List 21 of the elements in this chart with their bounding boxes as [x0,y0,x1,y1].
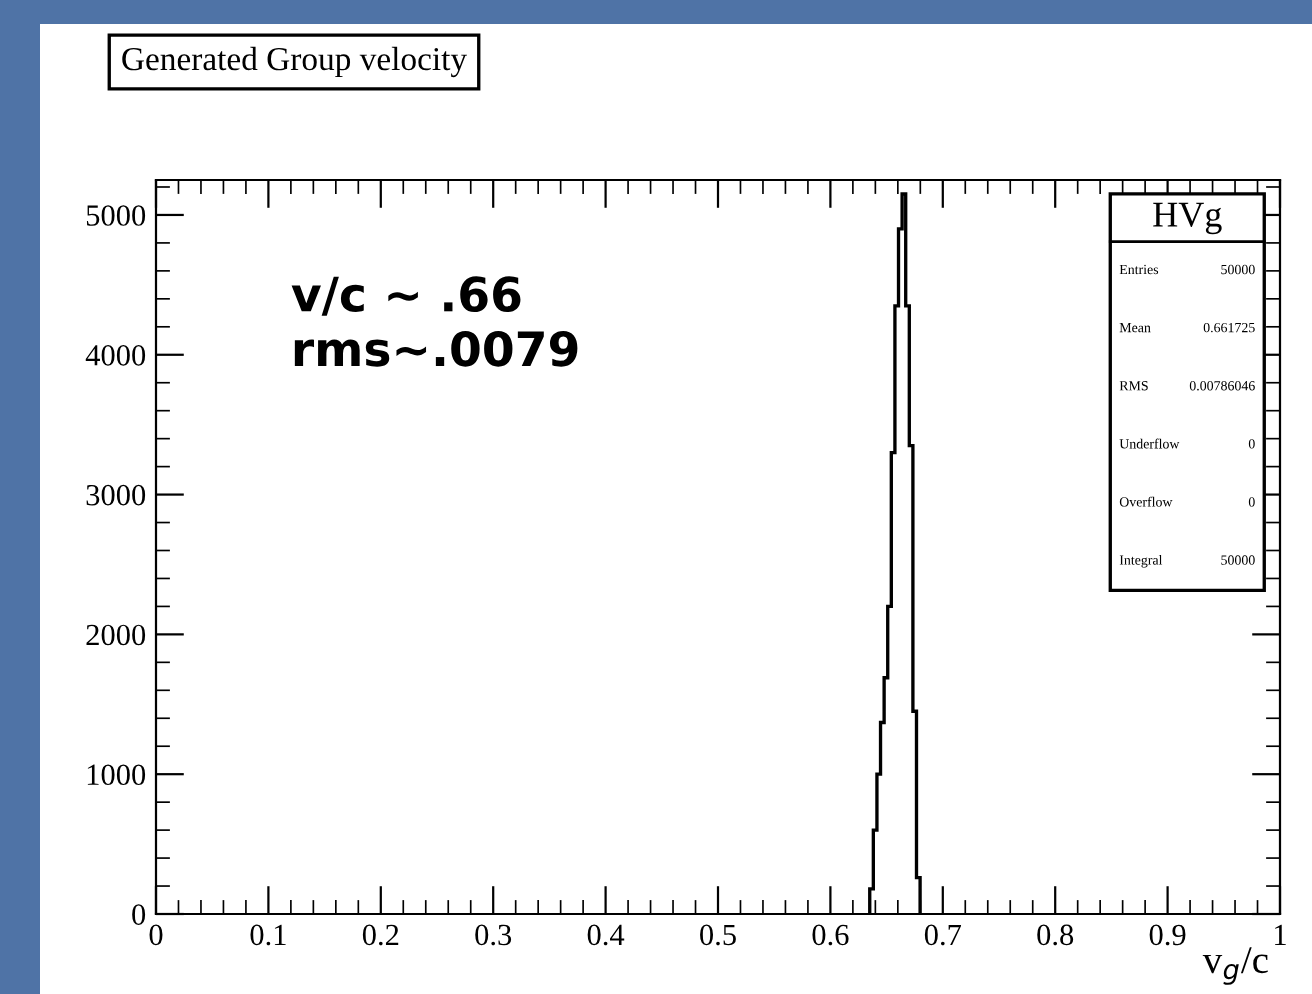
y-tick-label: 1000 [87,764,146,786]
y-tick-label: 3000 [86,484,146,506]
y-tick-label: 4000 [85,345,146,366]
x-tick-label: 0.2 [362,924,399,946]
x-tick-label: 0.1 [250,924,286,946]
x-tick-label: 0.3 [475,924,512,946]
x-tick-label: 0.6 [812,924,849,946]
annotation: v/c ~ .66 rms~.0079 [291,276,578,367]
x-tick-label: 0.4 [587,924,625,946]
x-tick-label: 0.8 [1037,924,1074,946]
x-tick-label: 0.5 [700,924,736,946]
x-tick-label: 1 [1275,924,1286,945]
y-tick-label: 2000 [86,624,146,646]
x-tick-label: 0.7 [924,924,962,946]
x-tick-label: 0 [149,924,163,946]
y-tick-label: 0 [132,904,146,925]
y-tick-label: 5000 [86,205,146,226]
x-tick-label: 0.9 [1149,924,1186,946]
x-axis-title: v$_{g}$/c [1202,947,1268,985]
chart-title: Generated Group velocity [122,46,467,78]
annotation: HVg [1153,202,1222,235]
